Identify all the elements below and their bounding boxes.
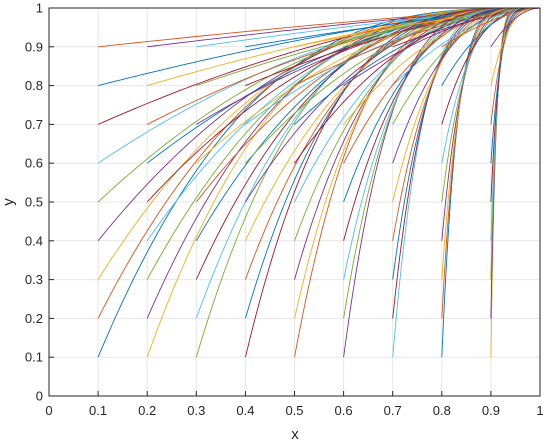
x-tick-label: 0 bbox=[45, 403, 52, 418]
x-axis-label: x bbox=[291, 426, 299, 443]
y-tick-label: 0.2 bbox=[25, 311, 43, 326]
y-tick-label: 1 bbox=[36, 1, 43, 16]
x-tick-label: 0.2 bbox=[138, 403, 156, 418]
y-tick-label: 0.9 bbox=[25, 39, 43, 54]
x-tick-label: 0.3 bbox=[187, 403, 205, 418]
x-tick-label: 0.4 bbox=[236, 403, 254, 418]
y-tick-label: 0.7 bbox=[25, 117, 43, 132]
x-tick-label: 1 bbox=[536, 403, 543, 418]
x-tick-label: 0.5 bbox=[285, 403, 303, 418]
x-tick-label: 0.1 bbox=[89, 403, 107, 418]
y-tick-label: 0 bbox=[36, 389, 43, 404]
y-tick-label: 0.6 bbox=[25, 156, 43, 171]
y-axis-label: y bbox=[0, 198, 17, 206]
y-tick-label: 0.5 bbox=[25, 195, 43, 210]
x-tick-label: 0.9 bbox=[482, 403, 500, 418]
x-tick-label: 0.6 bbox=[335, 403, 353, 418]
x-axis-ticks: 0 0.1 0.2 0.3 0.4 0.5 0.6 0.7 0.8 0.9 1 bbox=[45, 391, 544, 418]
y-tick-label: 0.4 bbox=[25, 233, 43, 248]
series-line bbox=[490, 7, 541, 48]
y-axis-ticks: 0 0.1 0.2 0.3 0.4 0.5 0.6 0.7 0.8 0.9 1 bbox=[25, 1, 54, 404]
y-tick-label: 0.8 bbox=[25, 78, 43, 93]
y-tick-label: 0.3 bbox=[25, 272, 43, 287]
x-tick-label: 0.7 bbox=[384, 403, 402, 418]
x-tick-label: 0.8 bbox=[433, 403, 451, 418]
y-tick-label: 0.1 bbox=[25, 350, 43, 365]
